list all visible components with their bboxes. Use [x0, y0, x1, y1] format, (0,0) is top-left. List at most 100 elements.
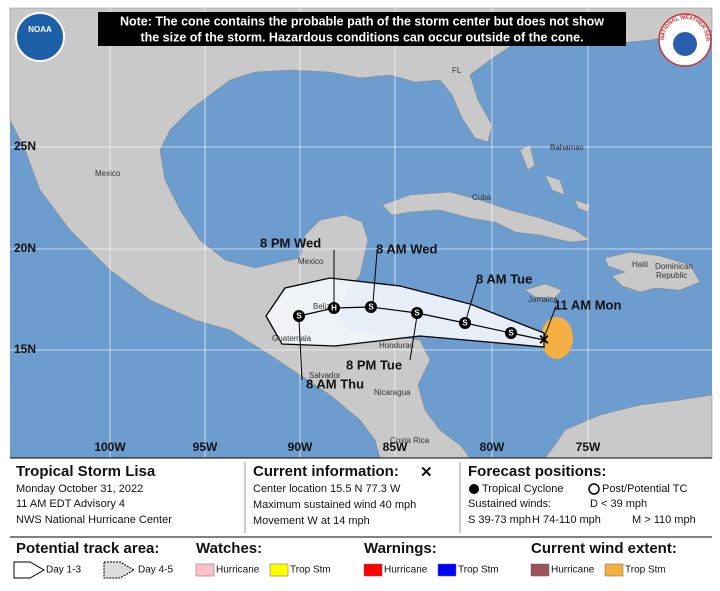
noaa-text: NOAA	[28, 25, 52, 34]
place-label: Dominican	[655, 262, 693, 271]
note: the size of the storm. Hazardous conditi…	[140, 30, 583, 44]
legend-swatch	[269, 563, 289, 577]
post-label: Post/Potential TC	[602, 483, 687, 495]
lon-label: 95W	[193, 440, 218, 454]
forecast-cone	[265, 277, 545, 348]
lon-label: 85W	[383, 440, 408, 454]
day45-swatch	[103, 561, 136, 579]
forecast-leaders	[298, 250, 557, 381]
legend-swatch	[530, 563, 550, 577]
legend-label: Trop Stm	[625, 565, 666, 576]
legend-swatch	[604, 563, 624, 577]
forecast-time: 8 AM Wed	[376, 241, 437, 256]
forecast-letter: H	[331, 304, 337, 313]
legend-heading: Potential track area:	[16, 540, 159, 557]
note: Note: The cone contains the probable pat…	[120, 14, 604, 28]
place-label: Haiti	[632, 260, 648, 269]
north-america	[9, 7, 713, 459]
wind-extent	[541, 317, 573, 359]
place-label: Guatemala	[272, 334, 312, 343]
forecast-point	[365, 301, 377, 313]
forecast-time: 8 AM Thu	[306, 376, 364, 391]
wind-m: M > 110 mph	[632, 514, 696, 526]
winds: Sustained winds:	[468, 498, 551, 510]
forecast-letter: S	[296, 312, 302, 321]
current-position: ✕	[538, 332, 550, 348]
place-label: Cuba	[472, 193, 492, 202]
forecast-point	[328, 302, 340, 314]
forecast-point	[411, 307, 423, 319]
place-label: FL	[452, 66, 462, 75]
graticule	[10, 8, 712, 458]
forecast-letter: S	[508, 329, 514, 338]
legend-label: Trop Stm	[290, 565, 331, 576]
legend-label: Trop Stm	[458, 565, 499, 576]
current-line: Maximum sustained wind 40 mph	[253, 499, 416, 511]
info-panel: Tropical Storm Lisa Monday October 31, 20…	[13, 463, 696, 579]
place-label: Belize	[313, 302, 335, 311]
lon-label: 90W	[288, 440, 313, 454]
forecast-point	[293, 310, 305, 322]
day45: Day 4-5	[138, 565, 173, 576]
forecast-letter: S	[462, 319, 468, 328]
note-box	[98, 12, 626, 46]
legend-swatch	[363, 563, 383, 577]
jamaica	[524, 283, 563, 299]
forecast-time: 8 AM Tue	[476, 271, 532, 286]
place-label: Nicaragua	[374, 388, 411, 397]
date: Monday October 31, 2022	[16, 483, 143, 495]
hispaniola	[604, 251, 701, 293]
noaa-logo	[15, 12, 65, 62]
nws-emblem	[673, 32, 697, 56]
post-icon	[588, 483, 600, 495]
legend-swatch	[437, 563, 457, 577]
current-line: Movement W at 14 mph	[253, 515, 370, 527]
legend-swatch	[195, 563, 215, 577]
forecast-letter: S	[414, 309, 420, 318]
forecast-letter: S	[368, 303, 374, 312]
forecast-heading: Forecast positions:	[468, 463, 606, 480]
forecast-time: 8 PM Tue	[346, 357, 402, 372]
current-line: Center location 15.5 N 77.3 W	[253, 483, 401, 495]
place-label: Honduras	[379, 341, 414, 350]
wind-h: H 74-110 mph	[532, 514, 601, 526]
south-america	[544, 394, 713, 459]
place-label: Mexico	[298, 257, 324, 266]
forecast-time: 11 AM Mon	[554, 297, 621, 312]
center: NWS National Hurricane Center	[16, 514, 172, 526]
storm-title: Tropical Storm Lisa	[16, 463, 156, 480]
legend-heading: Current wind extent:	[531, 540, 677, 557]
place-label: Mexico	[95, 169, 121, 178]
tc-icon	[469, 484, 479, 494]
lat-label: 15N	[14, 342, 36, 356]
current-heading: Current information:	[253, 463, 399, 480]
legend-heading: Watches:	[196, 540, 262, 557]
wind-s: S 39-73 mph	[468, 514, 531, 526]
place-label: Republic	[656, 271, 687, 280]
place-label: Jamaica	[528, 295, 558, 304]
current-symbol: ✕	[420, 464, 433, 481]
place-label: Costa Rica	[390, 436, 430, 445]
forecast-point	[505, 327, 517, 339]
place-label: Salvador	[309, 371, 341, 380]
map-labels: 25N 20N 15N 100W 95W 90W 85W 80W 75W FL Bahamas Mex…	[14, 66, 693, 454]
wind-d: D < 39 mph	[590, 498, 647, 510]
lon-label: 80W	[480, 440, 505, 454]
legend-label: Hurricane	[216, 565, 260, 576]
map	[9, 7, 713, 459]
forecast-point	[459, 317, 471, 329]
forecast-time: 8 PM Wed	[260, 235, 321, 250]
day13: Day 1-3	[46, 565, 81, 576]
place-label: Bahamas	[550, 143, 584, 152]
tc-label: Tropical Cyclone	[482, 483, 564, 495]
advisory: 11 AM EDT Advisory 4	[16, 498, 125, 510]
lat-label: 20N	[14, 241, 36, 255]
day13-swatch	[13, 561, 46, 579]
legend-heading: Warnings:	[364, 540, 437, 557]
cuba	[381, 191, 591, 243]
legend-label: Hurricane	[551, 565, 595, 576]
legend-label: Hurricane	[384, 565, 428, 576]
lon-label: 75W	[576, 440, 601, 454]
